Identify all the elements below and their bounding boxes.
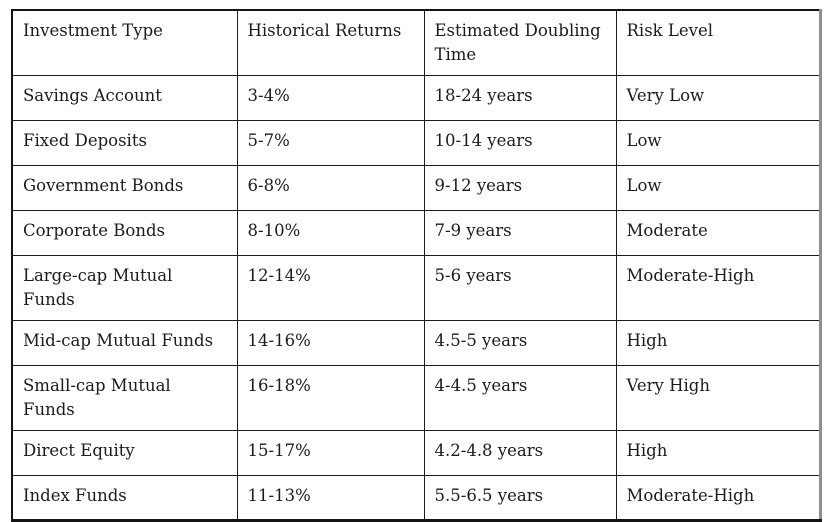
cell-risk-level: High (615, 320, 821, 366)
header-historical-returns: Historical Returns (236, 9, 425, 76)
table-row: Mid-cap Mutual Funds 14-16% 4.5-5 years Hig… (11, 320, 821, 366)
cell-investment-type: Small-cap Mutual Funds (11, 365, 238, 431)
cell-risk-level: Low (615, 120, 821, 166)
cell-estimated-doubling-time: 18-24 years (423, 75, 617, 121)
cell-risk-level: Moderate-High (615, 255, 821, 321)
cell-investment-type: Savings Account (11, 75, 238, 121)
cell-investment-type: Mid-cap Mutual Funds (11, 320, 238, 366)
cell-historical-returns: 6-8% (236, 165, 425, 211)
investment-comparison-table: Investment Type Historical Returns Estim… (11, 9, 822, 522)
cell-risk-level: Very High (615, 365, 821, 431)
cell-estimated-doubling-time: 5-6 years (423, 255, 617, 321)
header-row: Investment Type Historical Returns Estim… (11, 9, 821, 76)
cell-investment-type: Fixed Deposits (11, 120, 238, 166)
cell-risk-level: Very Low (615, 75, 821, 121)
cell-estimated-doubling-time: 9-12 years (423, 165, 617, 211)
header-risk-level: Risk Level (615, 9, 821, 76)
cell-estimated-doubling-time: 10-14 years (423, 120, 617, 166)
cell-historical-returns: 15-17% (236, 430, 425, 476)
cell-historical-returns: 16-18% (236, 365, 425, 431)
table-row: Direct Equity 15-17% 4.2-4.8 years High (11, 430, 821, 476)
table-row: Corporate Bonds 8-10% 7-9 years Moderate (11, 210, 821, 256)
table-row: Government Bonds 6-8% 9-12 years Low (11, 165, 821, 211)
cell-risk-level: Moderate (615, 210, 821, 256)
cell-investment-type: Government Bonds (11, 165, 238, 211)
table-row: Savings Account 3-4% 18-24 years Very Low (11, 75, 821, 121)
cell-historical-returns: 8-10% (236, 210, 425, 256)
cell-historical-returns: 12-14% (236, 255, 425, 321)
cell-historical-returns: 3-4% (236, 75, 425, 121)
table-row: Small-cap Mutual Funds 16-18% 4-4.5 years V… (11, 365, 821, 431)
cell-estimated-doubling-time: 4-4.5 years (423, 365, 617, 431)
cell-estimated-doubling-time: 5.5-6.5 years (423, 475, 617, 521)
table-row: Large-cap Mutual Funds 12-14% 5-6 years Mod… (11, 255, 821, 321)
cell-investment-type: Index Funds (11, 475, 238, 521)
header-investment-type: Investment Type (11, 9, 238, 76)
cell-historical-returns: 5-7% (236, 120, 425, 166)
cell-investment-type: Large-cap Mutual Funds (11, 255, 238, 321)
table-body: Savings Account 3-4% 18-24 years Very Low Fi… (11, 75, 821, 521)
table-row: Fixed Deposits 5-7% 10-14 years Low (11, 120, 821, 166)
cell-estimated-doubling-time: 7-9 years (423, 210, 617, 256)
table-row: Index Funds 11-13% 5.5-6.5 years Moderate-H… (11, 475, 821, 521)
cell-historical-returns: 14-16% (236, 320, 425, 366)
cell-risk-level: High (615, 430, 821, 476)
cell-estimated-doubling-time: 4.2-4.8 years (423, 430, 617, 476)
cell-investment-type: Corporate Bonds (11, 210, 238, 256)
cell-estimated-doubling-time: 4.5-5 years (423, 320, 617, 366)
table-header: Investment Type Historical Returns Estim… (11, 9, 821, 76)
cell-risk-level: Low (615, 165, 821, 211)
cell-risk-level: Moderate-High (615, 475, 821, 521)
cell-investment-type: Direct Equity (11, 430, 238, 476)
header-estimated-doubling-time: Estimated Doubling Time (423, 9, 617, 76)
cell-historical-returns: 11-13% (236, 475, 425, 521)
